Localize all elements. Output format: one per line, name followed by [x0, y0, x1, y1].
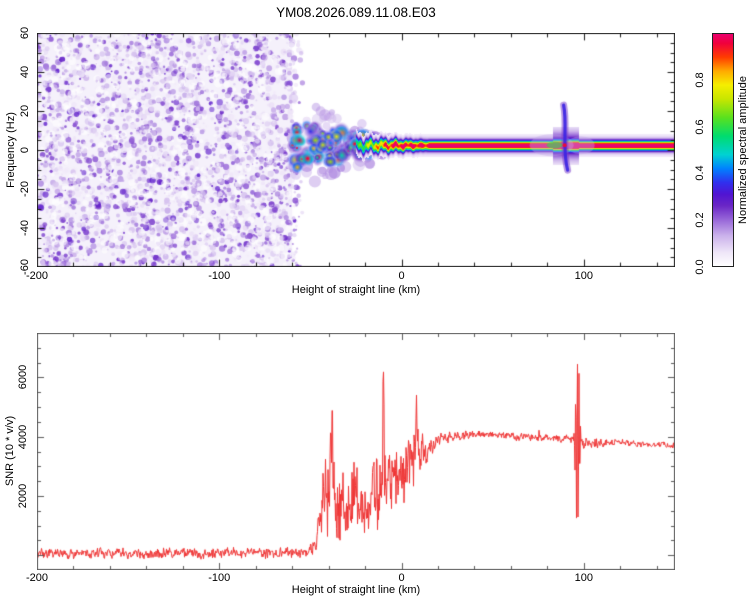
snr-y-tick-label: 6000 — [17, 365, 29, 390]
colorbar-tick-label: 0.2 — [694, 212, 706, 228]
colorbar-tick-label: 0.0 — [694, 259, 706, 275]
spectrogram-x-tick-label: 100 — [574, 270, 594, 282]
spectrogram-y-tick-label: -60 — [19, 259, 31, 275]
snr-y-tick-label: 4000 — [17, 424, 29, 449]
chart-title: YM08.2026.089.11.08.E03 — [276, 5, 436, 20]
colorbar-label: Normalized spectral amplitude — [737, 76, 749, 224]
spectrogram-x-tick-label: -100 — [208, 270, 231, 282]
snr-x-tick-label: -100 — [208, 572, 231, 584]
spectrogram-y-tick-label: -40 — [19, 220, 31, 236]
spectrogram-y-tick-label: 20 — [19, 104, 31, 118]
snr-xlabel: Height of straight line (km) — [291, 584, 421, 596]
spectrogram-y-tick-label: -20 — [19, 181, 31, 197]
snr-x-tick-label: -200 — [25, 572, 49, 584]
snr-x-tick-label: 100 — [574, 572, 594, 584]
spectrogram-ylabel: Frequency (Hz) — [5, 112, 17, 188]
spectrogram-y-tick-label: 60 — [19, 26, 31, 40]
spectrogram-y-tick-label: 0 — [19, 146, 31, 154]
spectrogram-canvas — [37, 33, 675, 267]
spectrogram-xlabel: Height of straight line (km) — [291, 284, 421, 296]
colorbar-gradient — [712, 33, 734, 267]
colorbar-tick-label: 0.8 — [694, 72, 706, 88]
spectrogram-x-tick-label: 0 — [398, 270, 405, 282]
colorbar-tick-label: 0.4 — [694, 165, 706, 182]
snr-canvas — [37, 333, 675, 570]
snr-ylabel: SNR (10 * v/v) — [4, 415, 16, 487]
snr-y-tick-label: 2000 — [17, 483, 29, 509]
snr-x-tick-label: 0 — [398, 572, 405, 584]
spectrogram-y-tick-label: 40 — [19, 65, 31, 79]
colorbar-tick-label: 0.6 — [694, 118, 706, 135]
spectrogram-x-tick-label: -200 — [25, 270, 49, 282]
